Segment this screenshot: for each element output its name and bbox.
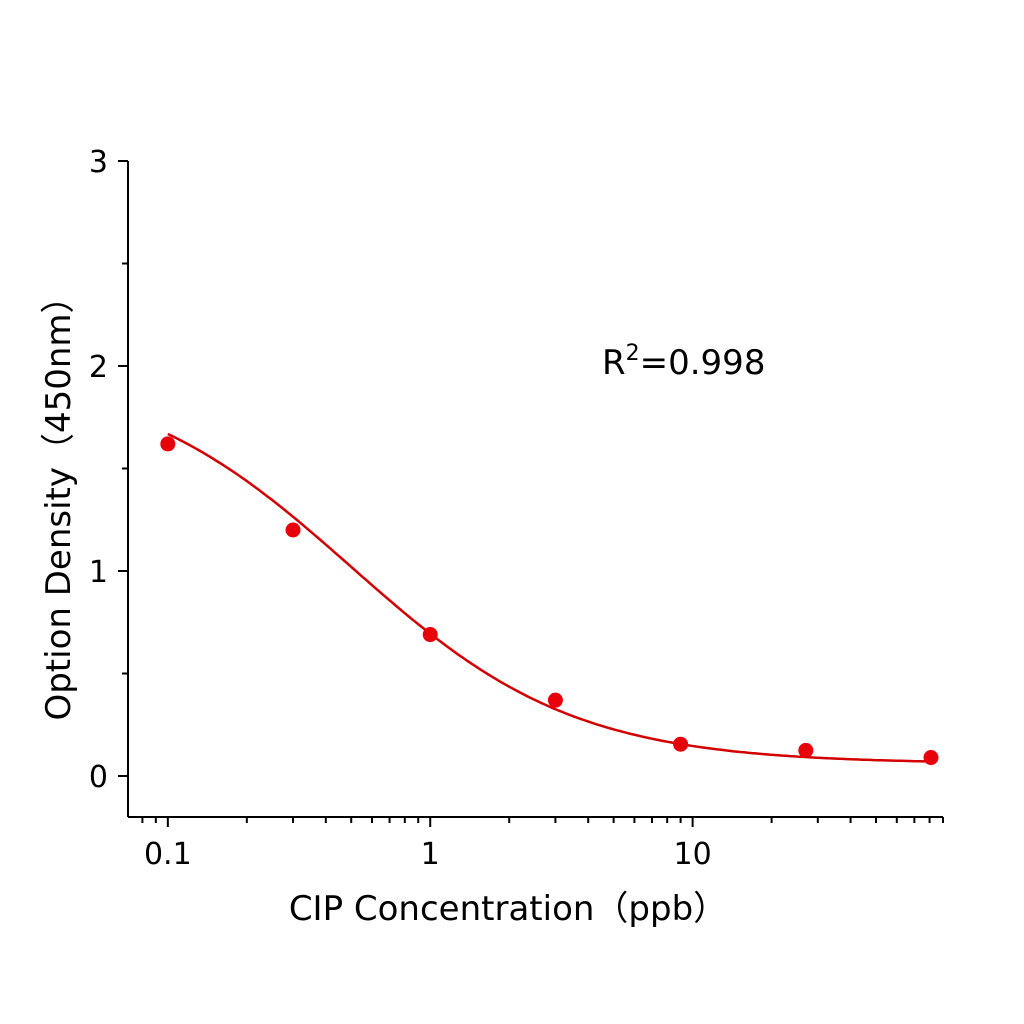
data-points xyxy=(160,436,939,766)
y-tick-label: 2 xyxy=(89,350,108,385)
y-tick-label: 0 xyxy=(89,760,108,795)
y-tick-label: 3 xyxy=(89,145,108,180)
data-point xyxy=(923,750,939,766)
y-tick-label: 1 xyxy=(89,555,108,590)
x-tick-label: 1 xyxy=(421,837,440,872)
r-squared-annotation: R2=0.998 xyxy=(602,341,765,383)
data-point xyxy=(285,522,301,538)
y-axis-label: Option Density（450nm） xyxy=(39,279,79,720)
data-point xyxy=(160,436,176,452)
data-point xyxy=(798,742,814,758)
data-point xyxy=(422,627,438,643)
x-axis-label: CIP Concentration（ppb） xyxy=(289,889,727,929)
x-tick-label: 0.1 xyxy=(144,837,192,872)
fit-curve xyxy=(167,432,932,763)
axes: 0 1 2 3 0.1 1 10 xyxy=(89,145,944,872)
x-tick-label: 10 xyxy=(674,837,712,872)
data-point xyxy=(547,692,563,708)
data-point xyxy=(673,736,689,752)
